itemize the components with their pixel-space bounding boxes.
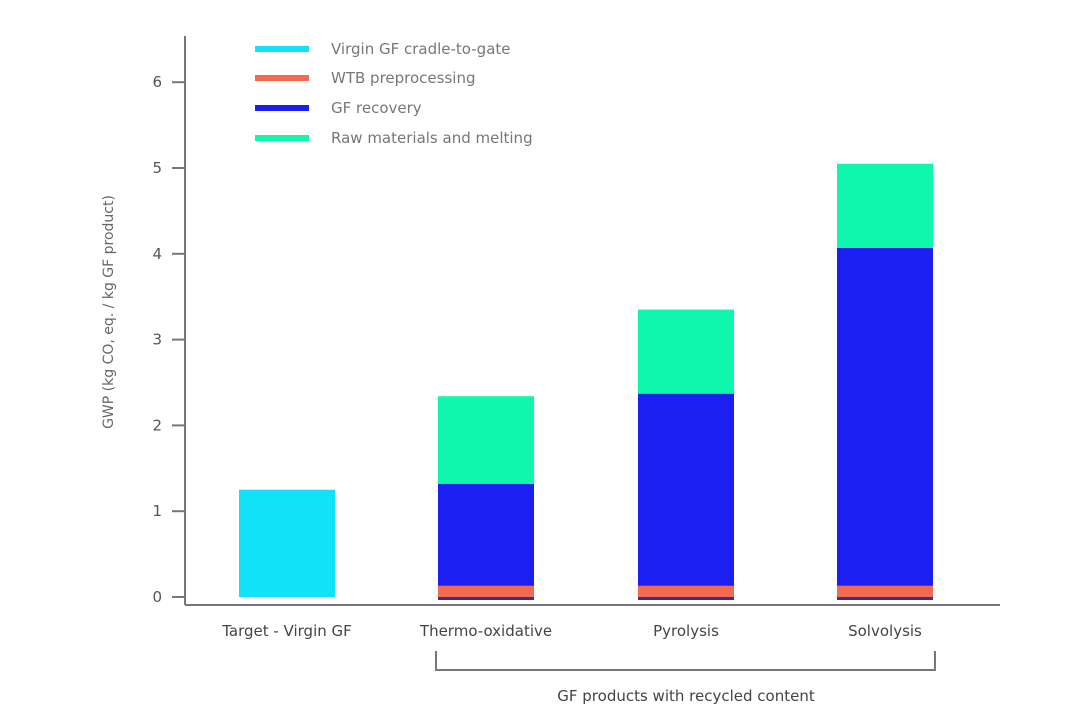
bar-segment bbox=[438, 483, 534, 586]
category-label: Target - Virgin GF bbox=[221, 622, 352, 640]
legend-label: GF recovery bbox=[331, 99, 422, 117]
bar-baseline-strip bbox=[438, 597, 534, 600]
bar-segment bbox=[438, 396, 534, 484]
bar-segment bbox=[438, 585, 534, 597]
category-label: Pyrolysis bbox=[653, 622, 719, 640]
y-tick-label: 4 bbox=[152, 245, 162, 263]
group-bracket bbox=[435, 651, 936, 671]
legend-label: Raw materials and melting bbox=[331, 129, 533, 147]
legend: Virgin GF cradle-to-gate WTB preprocessin… bbox=[255, 40, 533, 147]
y-tick-label: 0 bbox=[152, 588, 162, 606]
bar-baseline-strip bbox=[638, 597, 734, 600]
bar-segment bbox=[638, 585, 734, 597]
y-tick-label: 3 bbox=[152, 331, 162, 349]
y-axis-ticks: 0 1 2 3 4 5 6 bbox=[152, 73, 185, 606]
bar-segment bbox=[638, 393, 734, 586]
legend-swatch bbox=[255, 46, 309, 52]
category-label: Solvolysis bbox=[848, 622, 922, 640]
bars bbox=[239, 163, 933, 600]
bar-segment bbox=[837, 247, 933, 586]
bar-segment bbox=[837, 163, 933, 248]
y-tick-label: 6 bbox=[152, 73, 162, 91]
category-label: Thermo-oxidative bbox=[419, 622, 552, 640]
bar-segment bbox=[837, 585, 933, 597]
legend-label: Virgin GF cradle-to-gate bbox=[331, 40, 511, 58]
bar-segment bbox=[239, 489, 335, 597]
bar-segment bbox=[638, 309, 734, 394]
category-labels: Target - Virgin GF Thermo-oxidative Pyroly… bbox=[221, 622, 922, 640]
y-axis-title: GWP (kg CO, eq. / kg GF product) bbox=[101, 195, 117, 429]
y-tick-label: 2 bbox=[152, 416, 162, 434]
legend-swatch bbox=[255, 135, 309, 141]
group-label: GF products with recycled content bbox=[557, 687, 815, 705]
y-tick-label: 1 bbox=[152, 502, 162, 520]
y-tick-label: 5 bbox=[152, 159, 162, 177]
legend-swatch bbox=[255, 75, 309, 81]
legend-label: WTB preprocessing bbox=[331, 69, 475, 87]
bar-baseline-strip bbox=[837, 597, 933, 600]
legend-swatch bbox=[255, 105, 309, 111]
